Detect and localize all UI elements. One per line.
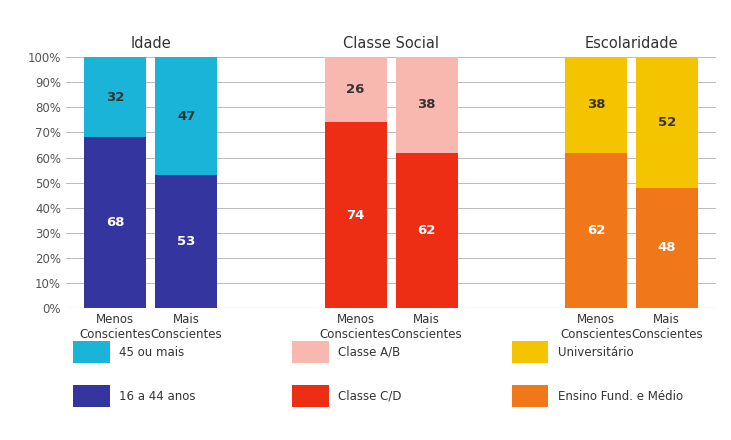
Text: Universitário: Universitário: [558, 345, 633, 359]
Text: 38: 38: [586, 99, 605, 111]
Bar: [565, 57, 627, 153]
Bar: [395, 57, 458, 153]
Text: 53: 53: [177, 235, 195, 248]
Text: 47: 47: [177, 110, 195, 123]
Bar: [395, 153, 458, 308]
Text: 62: 62: [417, 224, 436, 237]
Text: Idade: Idade: [131, 36, 171, 51]
Bar: [636, 187, 698, 308]
Text: Classe C/D: Classe C/D: [338, 389, 402, 403]
Text: Classe Social: Classe Social: [343, 36, 439, 51]
Bar: [325, 57, 387, 122]
Text: 62: 62: [587, 224, 605, 237]
Text: 16 a 44 anos: 16 a 44 anos: [119, 389, 196, 403]
Text: 32: 32: [106, 91, 124, 104]
Bar: [84, 137, 146, 308]
Bar: [325, 122, 387, 308]
Text: 38: 38: [417, 99, 436, 111]
Text: 74: 74: [346, 209, 365, 222]
Text: Escolaridade: Escolaridade: [585, 36, 678, 51]
Text: Ensino Fund. e Médio: Ensino Fund. e Médio: [558, 389, 683, 403]
Text: 68: 68: [106, 216, 125, 229]
Bar: [636, 57, 698, 187]
Bar: [84, 57, 146, 137]
Text: 48: 48: [657, 241, 676, 254]
Text: Classe A/B: Classe A/B: [338, 345, 401, 359]
Text: 26: 26: [346, 83, 365, 96]
Text: 45 ou mais: 45 ou mais: [119, 345, 184, 359]
Bar: [155, 57, 217, 175]
Bar: [565, 153, 627, 308]
Text: 52: 52: [658, 116, 676, 129]
Bar: [155, 175, 217, 308]
